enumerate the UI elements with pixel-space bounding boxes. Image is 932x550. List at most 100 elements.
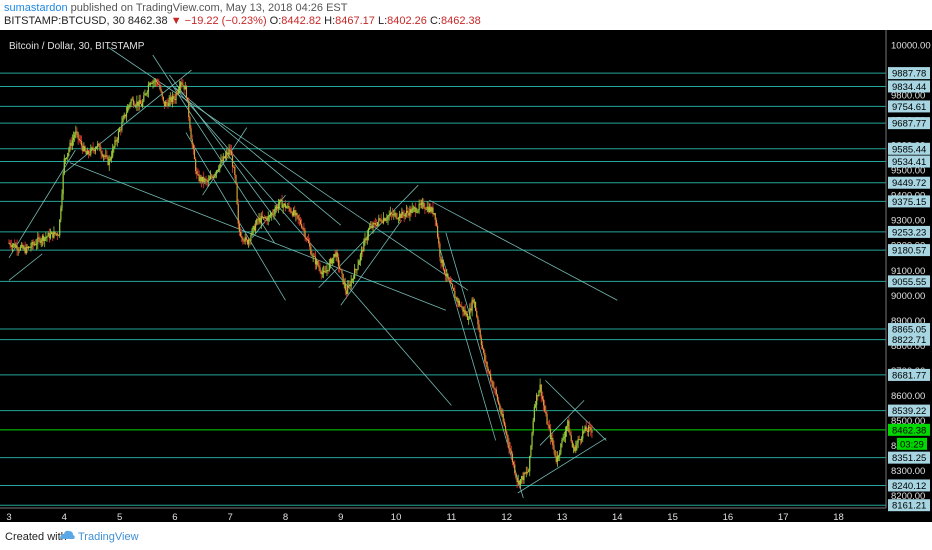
level-label: 8865.05 — [892, 325, 926, 336]
candle-body — [433, 213, 435, 215]
candle-body — [195, 159, 197, 172]
candle-body — [292, 210, 295, 216]
tradingview-link[interactable]: TradingView — [78, 531, 139, 543]
candle-body — [484, 352, 486, 362]
candle-body — [226, 152, 228, 156]
level-label: 9055.55 — [892, 277, 926, 288]
candle-body — [84, 146, 86, 151]
change-value: ▼ −19.22 (−0.23%) — [170, 15, 267, 27]
level-label-box — [888, 275, 930, 288]
candle-body — [136, 101, 138, 106]
candle-body — [71, 140, 73, 146]
close-label: C: — [429, 15, 441, 27]
candle-body — [544, 405, 546, 412]
candle-body — [105, 155, 107, 157]
candle-body — [312, 255, 314, 257]
candle-body — [427, 206, 429, 212]
trend-line — [108, 47, 469, 291]
candle-body — [277, 204, 280, 209]
candle-body — [51, 232, 53, 235]
candle-body — [235, 175, 237, 184]
candle-body — [555, 456, 557, 462]
candle-body — [167, 103, 169, 106]
created-with-text: Created with — [5, 531, 67, 543]
candle-body — [155, 80, 158, 83]
price-chart[interactable]: 10000.009800.009700.009600.009500.009400… — [0, 30, 932, 522]
level-label: 9585.44 — [892, 144, 926, 155]
candle-body — [337, 257, 340, 267]
level-label: 9534.41 — [892, 157, 926, 168]
candle-body — [85, 150, 87, 155]
candle-body — [463, 310, 465, 312]
candle-body — [22, 244, 24, 249]
candle-body — [191, 139, 193, 145]
candle-body — [379, 218, 381, 220]
candle-body — [185, 86, 188, 98]
candle-body — [486, 362, 488, 369]
candle-body — [336, 252, 338, 258]
candle-body — [479, 329, 481, 338]
candle-body — [53, 231, 55, 238]
candle-body — [317, 260, 319, 266]
candle-body — [64, 158, 67, 160]
candle-body — [259, 217, 261, 223]
candle-body — [212, 177, 214, 179]
candle-body — [41, 235, 44, 241]
close-value: 8462.38 — [440, 15, 481, 27]
level-label-box — [888, 333, 930, 346]
candle-body — [180, 82, 182, 87]
candle-body — [531, 432, 533, 446]
candle-body — [171, 96, 174, 102]
candle-body — [332, 257, 334, 264]
candle-body — [351, 278, 353, 281]
candle-body — [319, 267, 321, 272]
candle-body — [110, 156, 113, 159]
candle-body — [200, 176, 202, 182]
level-label-box — [888, 244, 930, 257]
candle-body — [214, 173, 216, 176]
x-tick-label: 18 — [833, 512, 844, 522]
candle-body — [266, 217, 268, 221]
candle-body — [426, 206, 428, 210]
trend-line — [539, 400, 585, 446]
candle-body — [298, 218, 300, 221]
candle-body — [37, 237, 39, 244]
candle-body — [142, 101, 144, 107]
candle-body — [529, 455, 531, 472]
candle-body — [83, 146, 85, 151]
candle-body — [158, 84, 160, 86]
candle-body — [327, 269, 329, 271]
candle-body — [347, 286, 349, 294]
candle-body — [231, 155, 234, 167]
candle-body — [44, 237, 46, 242]
level-label-box — [888, 404, 930, 417]
candle-body — [286, 207, 288, 209]
candle-body — [428, 207, 431, 212]
candle-body — [21, 244, 23, 247]
candle-body — [501, 414, 503, 416]
candle-body — [296, 213, 298, 216]
candle-body — [213, 175, 215, 178]
candle-body — [552, 437, 554, 446]
level-label-box — [888, 155, 930, 168]
candle-body — [291, 212, 294, 216]
candle-body — [560, 443, 562, 453]
candle-body — [383, 218, 386, 221]
candle-body — [525, 471, 527, 474]
candle-body — [23, 247, 25, 249]
candle-body — [104, 155, 106, 157]
candle-body — [418, 203, 420, 210]
candle-body — [264, 216, 266, 219]
level-label: 9754.61 — [892, 102, 926, 113]
candle-body — [375, 224, 378, 226]
candle-body — [90, 148, 92, 155]
candle-body — [46, 236, 48, 238]
candle-body — [449, 280, 451, 284]
countdown-label: 03:29 — [900, 439, 924, 450]
candle-body — [302, 227, 304, 229]
candle-body — [79, 140, 82, 142]
candle-body — [303, 228, 305, 231]
author-link[interactable]: sumastardon — [4, 2, 68, 14]
candle-body — [222, 156, 224, 162]
